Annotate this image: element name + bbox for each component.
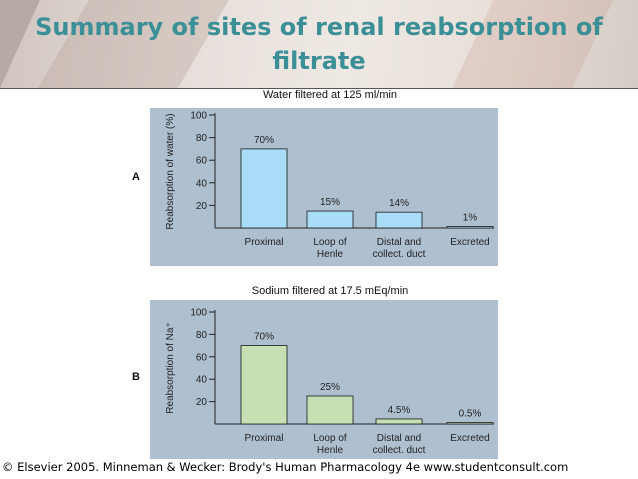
data-label: 14% <box>389 198 409 209</box>
panel-label: B <box>132 371 140 383</box>
data-label: 25% <box>320 382 340 393</box>
category-label: collect. duct <box>373 249 426 260</box>
y-tick-label: 80 <box>196 133 208 144</box>
bar <box>375 418 423 425</box>
bar <box>240 345 288 425</box>
chart-title: Water filtered at 125 ml/min <box>263 89 397 101</box>
y-tick-label: 60 <box>196 156 208 167</box>
bar <box>306 210 354 229</box>
category-label: Proximal <box>245 433 284 444</box>
banner-decoration <box>0 0 40 88</box>
y-tick-label: 20 <box>196 397 208 408</box>
slide-title: Summary of sites of renal reabsorption o… <box>35 13 603 75</box>
data-label: 4.5% <box>388 405 411 416</box>
category-label: Loop of <box>313 237 347 248</box>
chart-title: Sodium filtered at 17.5 mEq/min <box>252 285 409 297</box>
copyright-footer: © Elsevier 2005. Minneman & Wecker: Brod… <box>2 460 569 474</box>
y-tick-label: 100 <box>190 111 207 122</box>
category-label: collect. duct <box>373 445 426 456</box>
bar <box>446 422 494 425</box>
data-label: 70% <box>254 135 274 146</box>
bar <box>240 148 288 229</box>
y-tick-label: 60 <box>196 352 208 363</box>
category-label: Distal and <box>377 237 421 248</box>
category-label: Loop of <box>313 433 347 444</box>
y-axis-label: Reabsorption of Na⁺ <box>165 322 176 413</box>
y-tick-label: 40 <box>196 178 208 189</box>
data-label: 70% <box>254 332 274 343</box>
chart-panel-bg <box>150 300 498 459</box>
data-label: 0.5% <box>459 409 482 420</box>
bar <box>446 226 494 229</box>
category-label: Henle <box>317 249 344 260</box>
title-divider <box>0 88 638 89</box>
bar <box>375 211 423 229</box>
y-tick-label: 20 <box>196 201 208 212</box>
title-banner <box>0 0 638 88</box>
data-label: 15% <box>320 197 340 208</box>
y-tick-label: 100 <box>190 308 207 319</box>
data-label: 1% <box>463 213 478 224</box>
chart-panel-bg <box>150 108 498 266</box>
category-label: Excreted <box>450 237 489 248</box>
bar <box>306 395 354 425</box>
category-label: Excreted <box>450 433 489 444</box>
category-label: Henle <box>317 445 344 456</box>
y-tick-label: 80 <box>196 330 208 341</box>
y-tick-label: 40 <box>196 375 208 386</box>
panel-label: A <box>132 171 140 183</box>
category-label: Distal and <box>377 433 421 444</box>
y-axis-label: Reabsorption of water (%) <box>165 113 176 229</box>
category-label: Proximal <box>245 237 284 248</box>
